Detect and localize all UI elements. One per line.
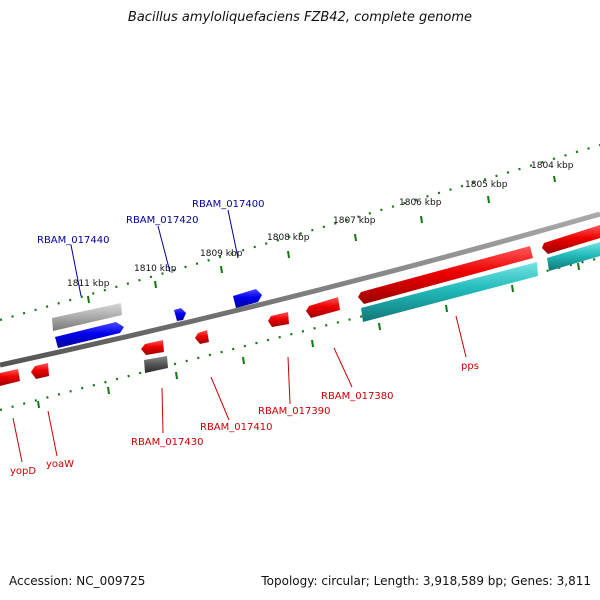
gene-segment-far-right[interactable] [542,225,600,254]
label-yoaw[interactable]: yoaW [46,459,74,470]
gene-rbam-017410[interactable] [195,330,209,344]
leader-rbam-017380 [333,347,353,388]
gene-yoaw[interactable] [31,363,49,379]
leader-yoaw [47,410,58,457]
gene-rbam-017440[interactable] [55,322,124,348]
label-rbam-017420[interactable]: RBAM_017420 [126,215,198,226]
ruler-label-1809: 1809 kbp [200,249,243,259]
ruler-major-ticks-outer [87,175,556,304]
cyan-feature-right[interactable] [547,242,600,271]
ruler-major-ticks-inner [37,262,580,409]
gene-yopd[interactable] [0,369,20,386]
grey-feature[interactable] [52,303,122,331]
label-rbam-017400[interactable]: RBAM_017400 [192,199,264,210]
gene-rbam-017400[interactable] [233,289,262,308]
gene-rbam-017430[interactable] [141,340,164,355]
ruler-label-1811: 1811 kbp [67,279,110,289]
label-rbam-017410[interactable]: RBAM_017410 [200,422,272,433]
label-rbam-017440[interactable]: RBAM_017440 [37,235,109,246]
leader-rbam-017440 [70,244,82,297]
map-title: Bacillus amyloliquefaciens FZB42, comple… [127,10,473,25]
cyan-feature-pps[interactable] [361,262,538,322]
gene-rbam-017380[interactable] [306,297,340,318]
leader-rbam-017410 [210,376,230,421]
ruler-track-outer [0,143,600,322]
leader-rbam-017400 [227,209,239,259]
label-yopd[interactable]: yopD [10,466,36,477]
genome-summary-text: Topology: circular; Length: 3,918,589 bp… [261,574,591,588]
leader-rbam-017390 [287,356,291,405]
ruler-label-1807: 1807 kbp [333,216,376,226]
gene-rbam-017390[interactable] [268,312,289,327]
label-rbam-017430[interactable]: RBAM_017430 [131,437,203,448]
ruler-label-1806: 1806 kbp [399,198,442,208]
label-pps[interactable]: pps [461,361,479,372]
ruler-label-1808: 1808 kbp [267,233,310,243]
accession-text: Accession: NC_009725 [9,574,146,588]
ruler-label-1804: 1804 kbp [531,161,574,171]
genome-backbone [0,211,600,368]
gene-rbam-017420[interactable] [174,308,186,321]
label-rbam-017380[interactable]: RBAM_017380 [321,391,393,402]
dark-feature[interactable] [144,356,168,373]
label-rbam-017390[interactable]: RBAM_017390 [258,406,330,417]
leader-yopd [12,417,23,463]
ruler-label-1805: 1805 kbp [465,180,508,190]
leader-rbam-017420 [157,225,171,273]
gene-pps[interactable] [358,246,533,304]
ruler-label-1810: 1810 kbp [134,264,177,274]
leader-rbam-017430 [161,387,164,434]
leader-pps [455,315,467,358]
